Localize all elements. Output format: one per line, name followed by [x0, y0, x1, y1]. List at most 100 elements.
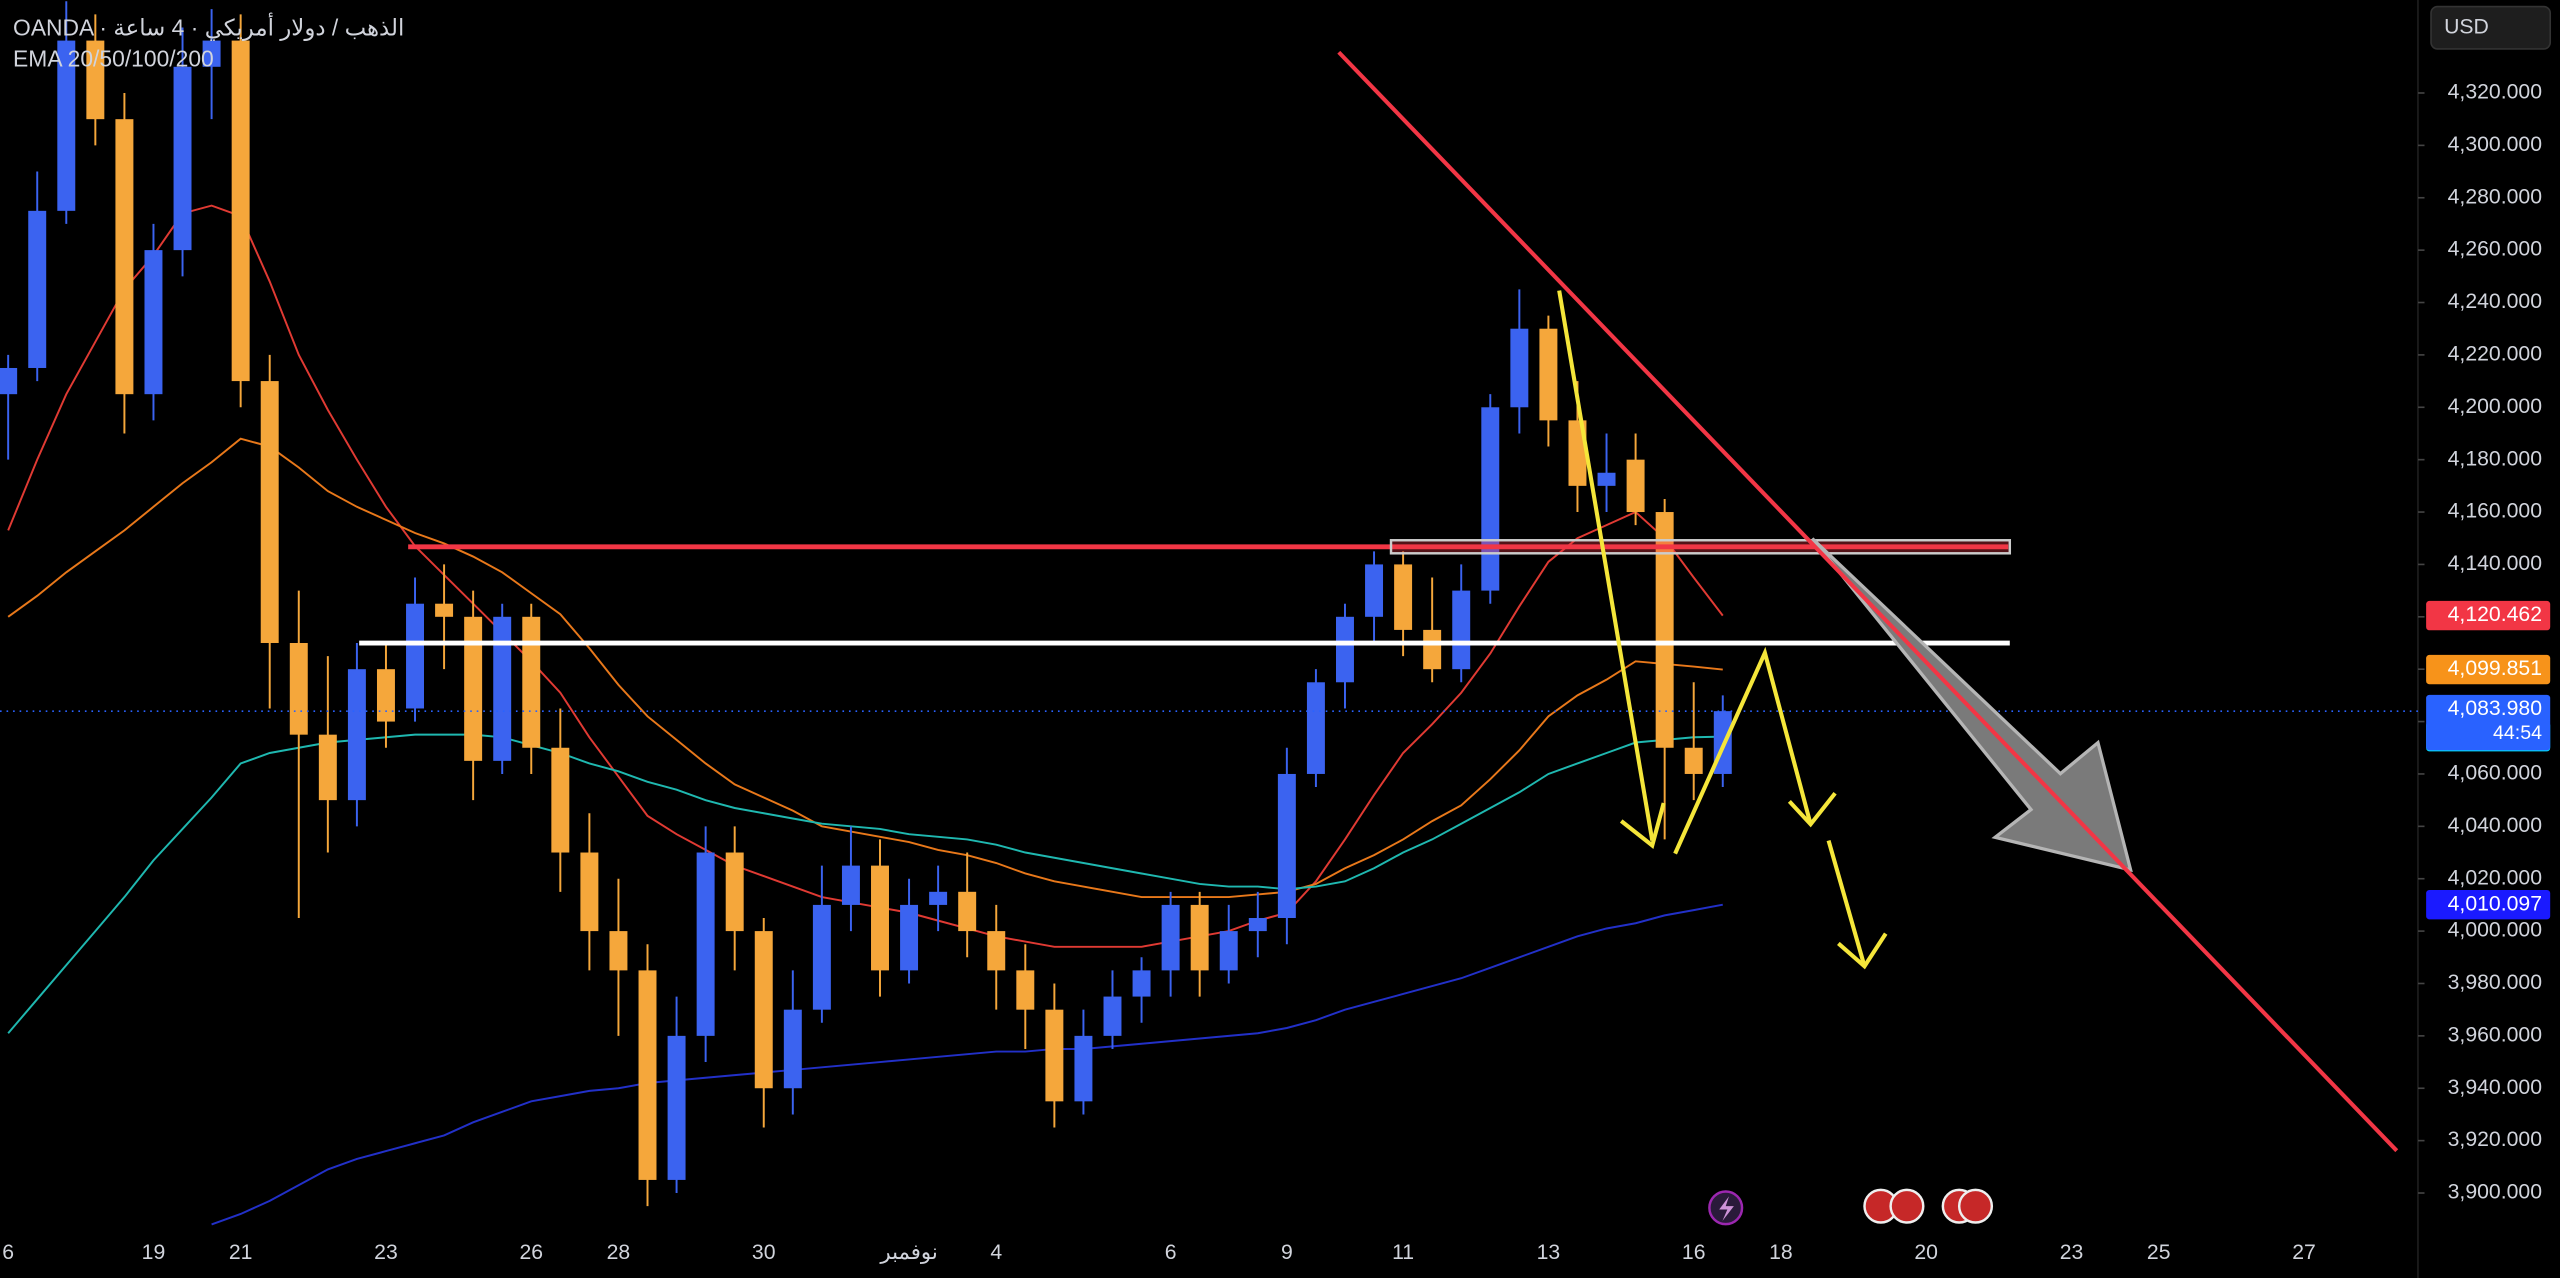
currency-label[interactable]: USD: [2444, 15, 2489, 38]
candle-body: [667, 1035, 686, 1180]
yellow-arrows: [1557, 290, 1888, 970]
candle-body: [289, 642, 308, 735]
ema-line: [7, 437, 1723, 899]
y-tick-label: 4,000.000: [2448, 919, 2542, 942]
y-tick-label: 3,960.000: [2448, 1023, 2542, 1046]
candle-body: [609, 931, 628, 971]
candle-body: [260, 381, 279, 643]
candle-body: [1597, 472, 1616, 486]
economic-event[interactable]: [1889, 1188, 1925, 1224]
x-tick-label: 27: [2292, 1241, 2316, 1264]
arrow-head: [1837, 932, 1888, 970]
current-price-label: 4,083.980: [2448, 697, 2542, 720]
y-tick-label: 3,980.000: [2448, 971, 2542, 994]
candle-body: [1481, 407, 1500, 591]
candle-body: [1365, 564, 1384, 617]
candle-body: [754, 931, 773, 1089]
candle-body: [900, 904, 919, 971]
arrow-head: [1787, 791, 1837, 828]
candle-body: [696, 852, 715, 1036]
y-tick-label: 4,160.000: [2448, 500, 2542, 523]
candle-body: [1016, 970, 1035, 1010]
indicator-label: EMA 20/50/100/200: [13, 45, 214, 71]
current-price-box: [2426, 694, 2551, 751]
y-tick-label: 3,900.000: [2448, 1181, 2542, 1204]
candle-body: [144, 250, 163, 395]
y-tick-label: 4,320.000: [2448, 81, 2542, 104]
candle-body: [812, 904, 831, 1010]
candle-body: [406, 603, 425, 709]
candle-body: [580, 852, 599, 932]
y-tick-label: 4,240.000: [2448, 290, 2542, 313]
ema-line: [7, 733, 1723, 1034]
candle-body: [1219, 931, 1238, 971]
y-tick-label: 4,300.000: [2448, 133, 2542, 156]
candle-body: [1626, 459, 1645, 513]
candle-body: [1510, 328, 1529, 408]
x-tick-label: 21: [229, 1241, 253, 1264]
candle-body: [1452, 590, 1471, 670]
price-label: 4,120.462: [2448, 603, 2542, 626]
candle-body: [435, 603, 454, 617]
candle-body: [1045, 1009, 1064, 1102]
trend-line: [1337, 50, 2399, 1153]
y-tick-label: 4,260.000: [2448, 238, 2542, 261]
ema-line: [7, 204, 1724, 948]
candle-body: [929, 891, 948, 905]
economic-event[interactable]: [1957, 1188, 1994, 1224]
arrow-path: [1826, 840, 1867, 967]
candle-body: [1539, 328, 1558, 421]
candle-body: [783, 1009, 802, 1089]
y-tick-label: 4,140.000: [2448, 552, 2542, 575]
y-tick-label: 4,060.000: [2448, 762, 2542, 785]
candle-body: [86, 40, 105, 120]
x-tick-label: 30: [752, 1241, 776, 1264]
candle-body: [987, 931, 1006, 971]
event-icons: [1708, 1188, 1994, 1226]
x-tick-label: 16: [1682, 1241, 1706, 1264]
drawings: [359, 50, 2399, 1226]
x-tick-label: 13: [1537, 1241, 1561, 1264]
candle-body: [1248, 918, 1267, 932]
y-tick-label: 4,280.000: [2448, 185, 2542, 208]
x-tick-label: نوفمبر: [879, 1241, 937, 1264]
price-label-box: [2426, 600, 2551, 631]
x-tick-label: 23: [374, 1241, 398, 1264]
resistance-zone: [1389, 539, 2012, 555]
candle-body: [1394, 564, 1413, 630]
y-tick-label: 4,040.000: [2448, 814, 2542, 837]
arrow-path: [1673, 646, 1813, 855]
candle-body: [173, 66, 192, 251]
candle-body: [202, 40, 221, 67]
candle-body: [464, 616, 483, 761]
x-tick-label: 26: [519, 1241, 543, 1264]
ema-line: [211, 903, 1723, 1226]
countdown: 44:54: [2493, 722, 2542, 744]
candle-body: [1306, 682, 1325, 774]
candle-body: [958, 891, 977, 932]
x-tick-label: 25: [2147, 1241, 2171, 1264]
candle-body: [347, 669, 366, 801]
candle-body: [1161, 904, 1180, 971]
candle-body: [1655, 512, 1674, 748]
currency-button[interactable]: [2430, 5, 2552, 50]
y-tick-label: 4,200.000: [2448, 395, 2542, 418]
candle-body: [871, 865, 889, 971]
event-icon-glyph: [1719, 1196, 1734, 1221]
candle-body: [1103, 996, 1122, 1036]
x-tick-label: 18: [1769, 1241, 1793, 1264]
candle-body: [115, 119, 134, 395]
candle-body: [1277, 773, 1296, 919]
x-tick-label: 23: [2060, 1241, 2084, 1264]
candle-body: [1190, 904, 1209, 971]
candle-body: [841, 865, 860, 905]
candle-body: [1423, 629, 1442, 670]
x-tick-label: 6: [1165, 1241, 1177, 1264]
y-tick-label: 4,220.000: [2448, 343, 2542, 366]
price-label: 4,099.851: [2448, 657, 2542, 680]
candle-body: [1336, 616, 1354, 683]
y-tick-label: 4,020.000: [2448, 866, 2542, 889]
candle-body: [28, 210, 47, 368]
candle-body: [0, 367, 18, 395]
